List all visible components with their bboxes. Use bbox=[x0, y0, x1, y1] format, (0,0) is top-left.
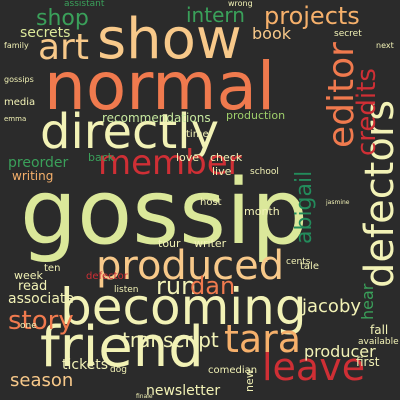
word-defector: defector bbox=[86, 271, 128, 282]
word-family: family bbox=[4, 41, 29, 50]
word-available: available bbox=[358, 337, 399, 347]
word-run: run bbox=[156, 272, 197, 300]
word-intern: intern bbox=[186, 3, 245, 27]
word-live: live bbox=[212, 165, 232, 178]
word-producer: producer bbox=[304, 342, 376, 361]
word-transcript: transcript bbox=[122, 328, 219, 352]
word-listen: listen bbox=[114, 285, 139, 295]
word-newsletter: newsletter bbox=[146, 383, 221, 399]
word-projects: projects bbox=[264, 2, 360, 30]
word-emma: emma bbox=[4, 115, 27, 123]
word-leave: leave bbox=[262, 345, 366, 389]
word-tara: tara bbox=[224, 317, 302, 361]
word-check: check bbox=[210, 151, 243, 164]
word-show: show bbox=[97, 7, 242, 72]
word-week: week bbox=[14, 269, 43, 282]
word-first: first bbox=[356, 355, 380, 369]
word-next: next bbox=[376, 41, 394, 50]
word-shop: shop bbox=[36, 6, 89, 31]
word-hear: hear bbox=[358, 283, 377, 320]
word-abigail: abigail bbox=[292, 170, 317, 244]
word-recommendations: recommendations bbox=[102, 111, 211, 125]
word-preorder: preorder bbox=[8, 155, 69, 171]
word-finale: finale bbox=[136, 393, 153, 400]
word-member: member bbox=[98, 143, 242, 183]
word-associate: associate bbox=[8, 291, 75, 307]
word-writing: writing bbox=[12, 169, 54, 183]
word-one: one bbox=[20, 321, 37, 331]
word-tickets: tickets bbox=[62, 357, 109, 373]
word-secret: secret bbox=[334, 29, 362, 39]
word-ten: ten bbox=[44, 263, 61, 274]
word-back: back bbox=[88, 151, 115, 164]
word-friend: friend bbox=[40, 315, 204, 380]
word-media: media bbox=[4, 97, 36, 108]
word-credits: credits bbox=[352, 68, 382, 156]
word-gossip: gossip bbox=[20, 160, 309, 265]
word-comedian: comedian bbox=[208, 365, 258, 376]
word-art: art bbox=[38, 27, 89, 68]
word-jacoby: jacoby bbox=[302, 296, 362, 317]
word-story: story bbox=[8, 306, 74, 336]
word-directly: directly bbox=[40, 104, 219, 160]
word-jasmine: jasmine bbox=[326, 199, 350, 206]
word-secrets: secrets bbox=[20, 25, 71, 41]
word-tale: tale bbox=[300, 261, 319, 272]
word-production: production bbox=[226, 109, 286, 122]
word-time: time bbox=[186, 129, 209, 140]
word-writer: writer bbox=[194, 237, 227, 250]
word-season: season bbox=[10, 370, 74, 391]
word-book: book bbox=[252, 24, 291, 43]
word-host: host bbox=[200, 197, 222, 208]
word-gossips: gossips bbox=[4, 75, 34, 84]
word-fall: fall bbox=[370, 323, 389, 337]
word-assistant: assistant bbox=[64, 0, 105, 9]
word-tour: tour bbox=[158, 237, 181, 250]
word-month: month bbox=[244, 205, 280, 218]
word-love: love bbox=[176, 151, 200, 164]
word-cents: cents bbox=[286, 257, 311, 267]
word-dog: dog bbox=[110, 365, 127, 375]
word-produced: produced bbox=[96, 243, 285, 289]
word-wrong: wrong bbox=[228, 0, 253, 8]
word-normal: normal bbox=[44, 48, 276, 125]
word-becoming: becoming bbox=[60, 278, 307, 336]
word-school: school bbox=[250, 167, 279, 177]
word-dan: dan bbox=[190, 272, 236, 300]
word-read: read bbox=[18, 279, 48, 294]
